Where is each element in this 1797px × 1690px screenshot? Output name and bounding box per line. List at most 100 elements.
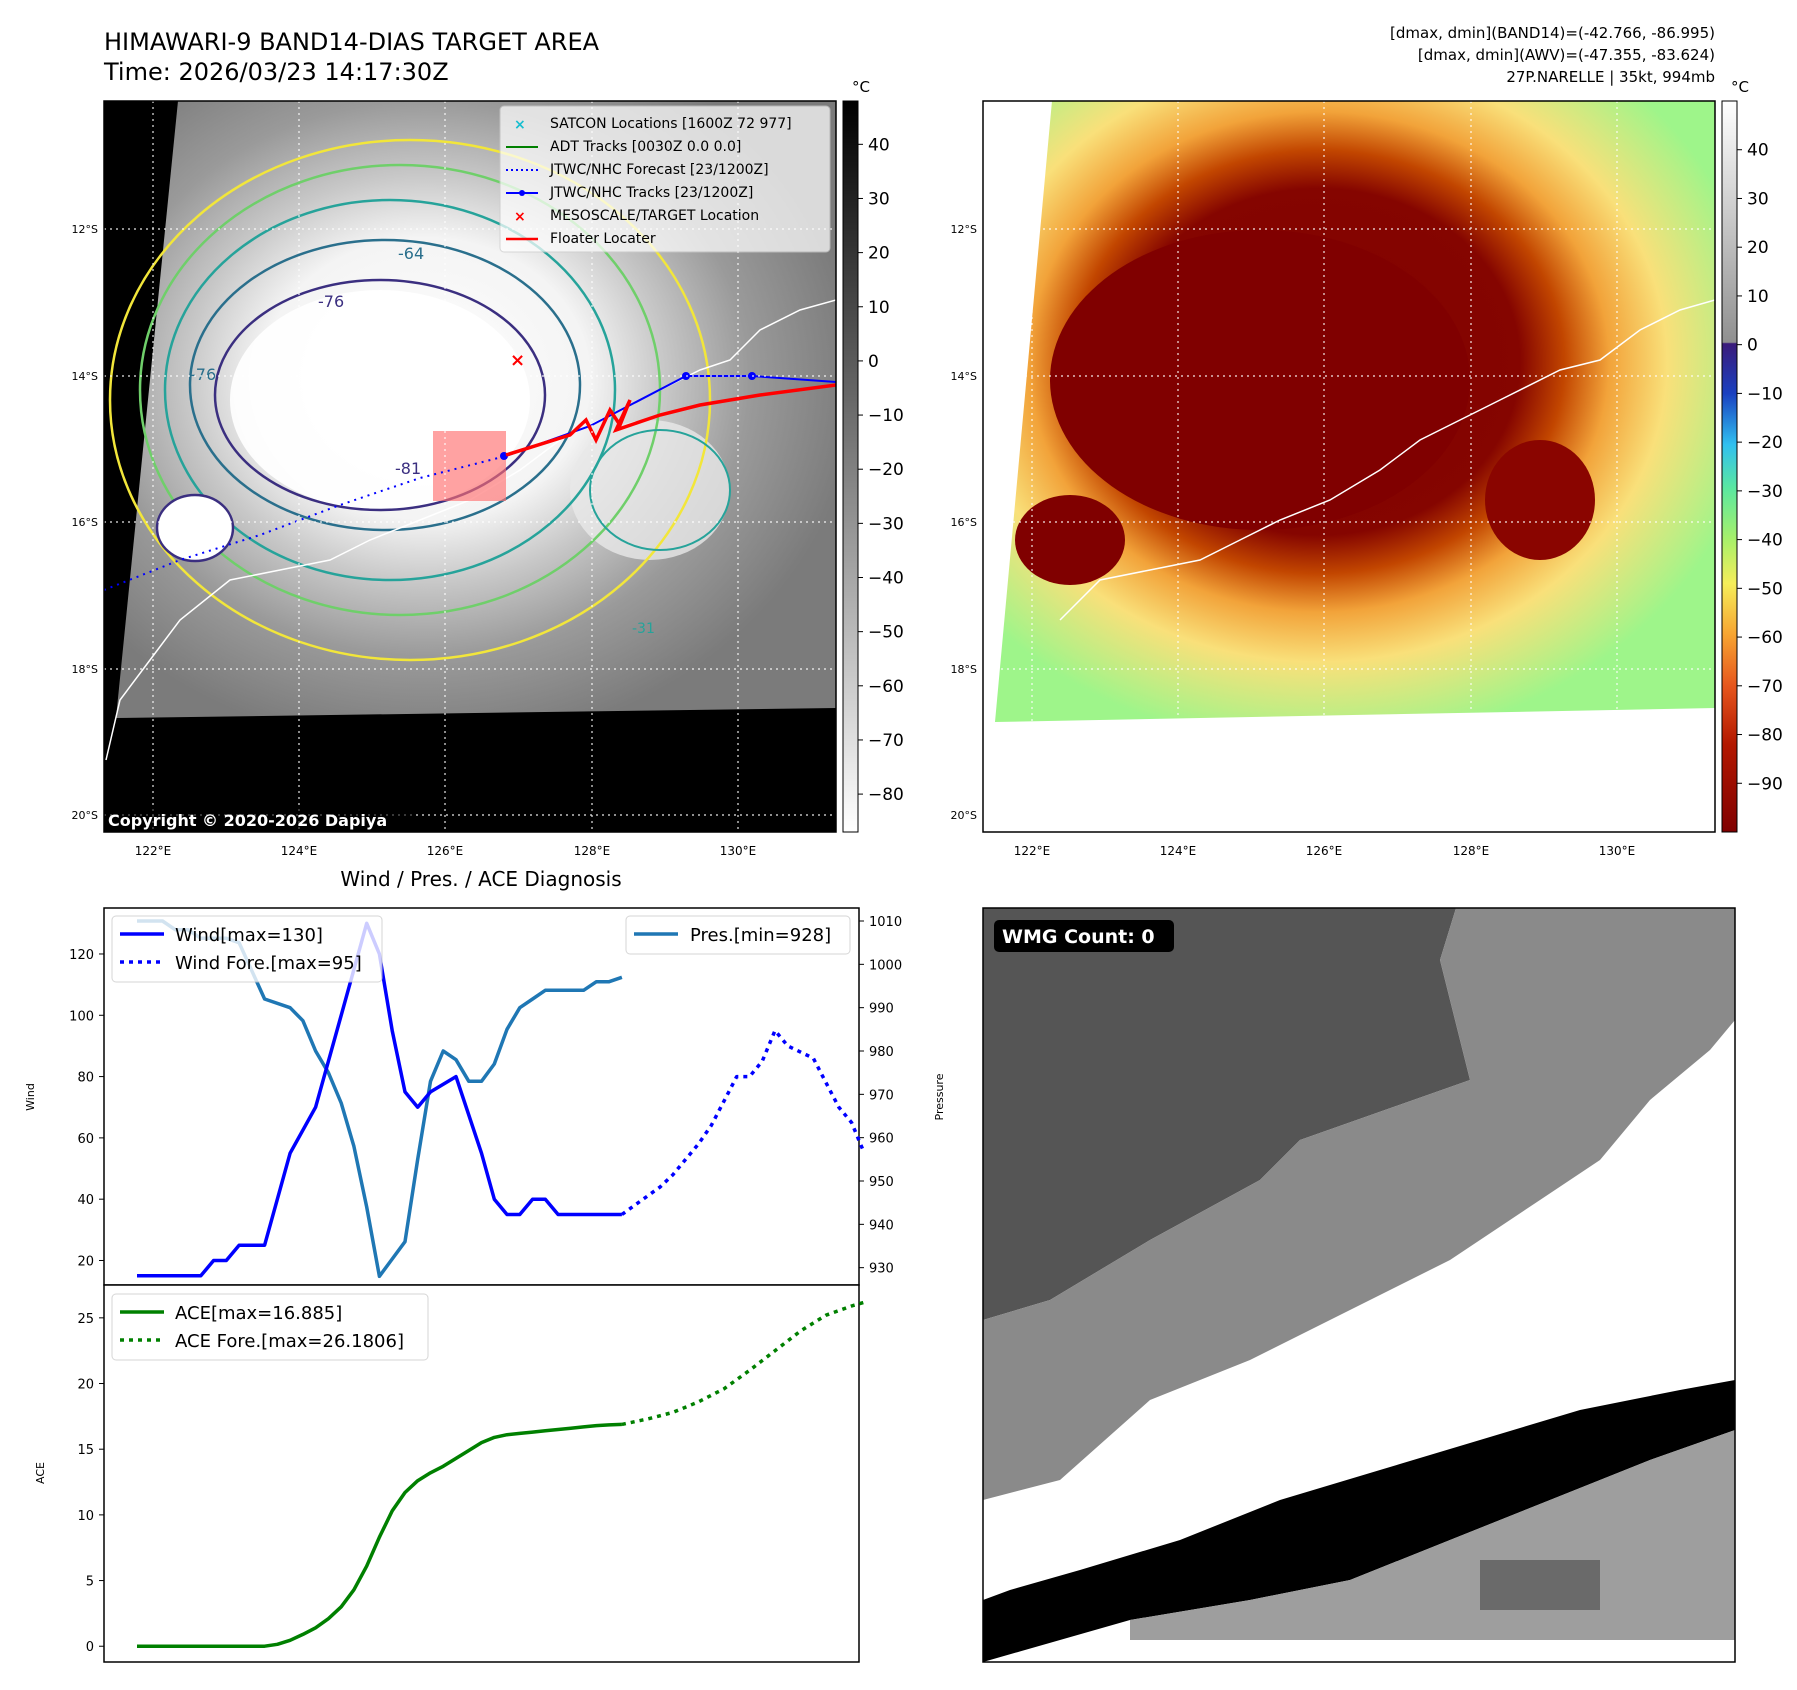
diag-title: Wind / Pres. / ACE Diagnosis — [340, 867, 621, 891]
band14-map-panel: × -64 -76 -76 -81 -31 × — [72, 100, 837, 858]
pressure-legend-label: Pres.[min=928] — [690, 925, 831, 946]
info-storm: 27P.NARELLE | 35kt, 994mb — [1506, 68, 1715, 86]
lon-label: 130°E — [720, 844, 757, 858]
legend-marker-tracks-dot — [519, 190, 525, 196]
colorbar-color-ticks: 40 30 20 10 0 −10 −20 −30 −40 −50 −60 −70 −80 −90 — [1737, 141, 1783, 794]
map1-lat-labels: 12°S 14°S 16°S 18°S 20°S — [72, 223, 98, 822]
floater-locater-track — [505, 383, 836, 457]
colorbar-tick-label: −30 — [868, 514, 904, 534]
axis-tick-label: 970 — [869, 1088, 894, 1103]
colorbar-tick-label: −40 — [1747, 531, 1783, 551]
colorbar-tick-label: 30 — [1747, 189, 1769, 209]
outer-band — [570, 420, 730, 560]
axis-tick-label: 40 — [77, 1193, 94, 1208]
contour-outer-band — [589, 429, 731, 551]
lon-label: 128°E — [574, 844, 611, 858]
axis-tick-label: 5 — [86, 1575, 94, 1590]
lon-label: 122°E — [135, 844, 172, 858]
contour-yellow — [108, 138, 712, 662]
colorbar-bw-ticks: 40 30 20 10 0 −10 −20 −30 −40 −50 −60 −70 −80 — [858, 135, 904, 805]
legend-marker-satcon: × — [514, 117, 526, 133]
awv-map-panel: 12°S 14°S 16°S 18°S 20°S 122°E 124°E 126… — [951, 100, 1716, 858]
wmg-count-text: WMG Count: 0 — [1002, 926, 1155, 948]
ace-legend: ACE[max=16.885] ACE Fore.[max=26.1806] — [111, 1293, 429, 1361]
colorbar-tick-label: −80 — [1747, 726, 1783, 746]
axis-tick-label: 10 — [77, 1509, 94, 1524]
wind-y-axis: 20 40 60 80 100 120 — [69, 948, 104, 1269]
colorbar-tick-label: 30 — [868, 189, 890, 209]
colorbar-tick-label: 0 — [1747, 336, 1758, 356]
wind-fore-legend-label: Wind Fore.[max=95] — [175, 953, 362, 974]
wind-ylabel: Wind — [24, 1083, 37, 1111]
ace-y-axis: 0 5 10 15 20 25 — [77, 1312, 104, 1655]
lat-label: 12°S — [951, 223, 977, 236]
axis-tick-label: 0 — [86, 1640, 94, 1655]
lon-label: 126°E — [1306, 844, 1343, 858]
colorbar-tick-label: 10 — [868, 298, 890, 318]
colorbar-tick-label: 20 — [1747, 238, 1769, 258]
pressure-legend: Pres.[min=928] — [625, 915, 851, 955]
lat-label: 18°S — [72, 663, 98, 676]
figure-title: HIMAWARI-9 BAND14-DIAS TARGET AREA — [104, 28, 600, 56]
axis-tick-label: 15 — [77, 1443, 94, 1458]
colorbar-tick-label: −50 — [1747, 579, 1783, 599]
ace-line — [137, 1422, 622, 1648]
wmg-count-badge — [994, 920, 1174, 952]
axis-tick-label: 980 — [869, 1045, 894, 1060]
map1-lon-labels: 122°E 124°E 126°E 128°E 130°E — [135, 844, 757, 858]
colorbar-tick-label: 20 — [868, 244, 890, 264]
contour-eye-west — [155, 493, 235, 563]
legend-label: JTWC/NHC Forecast [23/1200Z] — [549, 162, 769, 178]
lat-label: 20°S — [951, 809, 977, 822]
ace-ylabel: ACE — [34, 1462, 47, 1484]
colorbar-tick-label: −30 — [1747, 482, 1783, 502]
colorbar-tick-label: −60 — [868, 677, 904, 697]
colorbar-tick-label: −20 — [868, 460, 904, 480]
lat-label: 14°S — [951, 370, 977, 383]
colorbar-tick-label: −80 — [868, 785, 904, 805]
copyright-text: Copyright © 2020-2026 Dapiya — [108, 811, 387, 830]
awv-west-cell — [1015, 495, 1125, 585]
wind-line — [137, 921, 622, 1278]
axis-tick-label: 20 — [77, 1378, 94, 1393]
lat-label: 14°S — [72, 370, 98, 383]
wind-legend-box — [111, 915, 383, 983]
map2-gridlines — [983, 101, 1715, 832]
contour-label: -76 — [190, 365, 216, 384]
pressure-ylabel: Pressure — [933, 1073, 946, 1120]
legend-label: Floater Locater — [550, 231, 656, 247]
colorbar-tick-label: 40 — [868, 135, 890, 155]
contour-label: -31 — [632, 621, 655, 637]
wind-legend-label: Wind[max=130] — [175, 925, 323, 946]
lon-label: 130°E — [1599, 844, 1636, 858]
band14-colorbar: °C 40 30 20 10 0 −10 −20 −30 −40 −50 −60 −70 −80 — [842, 78, 904, 833]
map2-lat-labels: 12°S 14°S 16°S 18°S 20°S — [951, 223, 977, 822]
contour-label: -64 — [398, 244, 424, 263]
pressure-y-axis: 930 940 950 960 970 980 990 1000 1010 — [859, 915, 902, 1277]
axis-tick-label: 1010 — [869, 915, 902, 930]
colorbar-unit: °C — [1731, 78, 1749, 96]
ace-legend-box — [111, 1293, 429, 1361]
colorbar-tick-label: 10 — [1747, 287, 1769, 307]
axis-tick-label: 960 — [869, 1132, 894, 1147]
lon-label: 124°E — [1160, 844, 1197, 858]
jtwc-forecast-track — [104, 455, 507, 591]
colorbar-color — [1721, 100, 1738, 833]
lon-label: 126°E — [427, 844, 464, 858]
colorbar-tick-label: −70 — [1747, 677, 1783, 697]
ace-forecast-line — [621, 1300, 865, 1427]
colorbar-unit: °C — [852, 78, 870, 96]
ace-fore-legend-label: ACE Fore.[max=26.1806] — [175, 1331, 404, 1352]
colorbar-tick-label: −20 — [1747, 433, 1783, 453]
colorbar-tick-label: 40 — [1747, 141, 1769, 161]
legend-label: MESOSCALE/TARGET Location — [550, 208, 759, 224]
axis-tick-label: 940 — [869, 1218, 894, 1233]
ace-legend-label: ACE[max=16.885] — [175, 1303, 342, 1324]
axis-tick-label: 25 — [77, 1312, 94, 1327]
pressure-legend-box — [625, 915, 851, 955]
legend-box — [499, 105, 831, 253]
lat-label: 12°S — [72, 223, 98, 236]
info-band14: [dmax, dmin](BAND14)=(-42.766, -86.995) — [1390, 24, 1715, 42]
lon-label: 124°E — [281, 844, 318, 858]
